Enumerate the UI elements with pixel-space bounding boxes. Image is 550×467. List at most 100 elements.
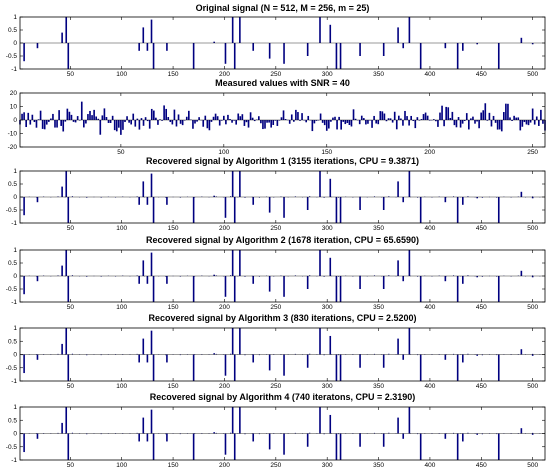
bar [109, 120, 112, 123]
bar [169, 120, 172, 123]
noise-bar [179, 433, 181, 435]
bar [346, 120, 349, 123]
bar [332, 117, 334, 120]
bar [107, 120, 110, 123]
spike [397, 27, 399, 43]
bar [165, 108, 167, 120]
bar [482, 110, 485, 120]
noise-bar [309, 353, 311, 355]
x-tick-label: 100 [116, 71, 127, 78]
bar [181, 120, 184, 126]
noise-bar [417, 354, 419, 356]
spike [166, 354, 168, 363]
bar [307, 115, 310, 120]
noise-bar [165, 354, 167, 356]
x-tick-label: 500 [527, 225, 538, 232]
noise-bar [57, 275, 59, 276]
spike [268, 354, 271, 371]
bar [367, 120, 369, 124]
bar [118, 120, 120, 128]
bar [144, 117, 147, 120]
y-tick-label: -0.5 [6, 207, 18, 214]
bar [492, 115, 495, 120]
spike [456, 276, 459, 302]
bar [171, 120, 174, 125]
noise-bar [417, 433, 419, 435]
spike [306, 276, 309, 289]
spike [65, 407, 68, 434]
bar [130, 120, 132, 125]
x-tick-label: 150 [168, 225, 179, 232]
noise-bar [230, 196, 232, 197]
bar [381, 111, 384, 120]
noise-bar [453, 196, 455, 197]
noise-bar [496, 197, 498, 198]
spike [231, 250, 234, 276]
bar [334, 116, 336, 120]
bar [295, 109, 297, 120]
bar [352, 109, 355, 120]
x-tick-label: 200 [219, 462, 230, 467]
noise-bar [532, 196, 534, 197]
noise-bar [294, 432, 296, 434]
bar [325, 120, 328, 131]
bar [496, 120, 499, 130]
spike [36, 43, 39, 49]
bar [196, 120, 198, 122]
y-tick-label: -0.5 [6, 53, 18, 60]
bar [70, 114, 73, 120]
noise-bar [388, 275, 390, 276]
bar [150, 108, 153, 120]
spike [402, 197, 405, 203]
bar [507, 103, 509, 120]
x-tick-label: 350 [373, 225, 384, 232]
noise-bar [496, 354, 498, 356]
noise-bar [86, 354, 88, 356]
spike [268, 197, 271, 213]
spike [497, 43, 500, 69]
bar [531, 108, 534, 120]
spike [444, 433, 447, 439]
bar [461, 120, 464, 124]
spike [397, 338, 399, 355]
bar [400, 118, 402, 120]
spike [531, 354, 534, 356]
spike [476, 354, 478, 356]
spike [224, 197, 227, 218]
bar [426, 115, 429, 120]
bar [340, 120, 342, 130]
spike [142, 181, 145, 197]
bar [235, 120, 237, 125]
bar [113, 120, 116, 131]
noise-bar [100, 197, 102, 198]
spike [497, 276, 500, 302]
bar [439, 112, 441, 120]
spike [444, 276, 447, 282]
bar [146, 120, 149, 122]
noise-bar [258, 276, 260, 277]
bar [87, 114, 89, 120]
spike [152, 433, 155, 460]
bar [404, 110, 406, 120]
spike [213, 41, 215, 43]
spike [61, 343, 63, 355]
spike [359, 354, 361, 368]
bar [311, 120, 314, 132]
noise-bar [467, 353, 469, 355]
bar [99, 120, 102, 135]
bar [441, 105, 443, 120]
noise-bar [151, 196, 153, 197]
spike [233, 197, 236, 223]
y-tick-label: 0.5 [8, 338, 17, 345]
noise-bar [151, 353, 153, 355]
y-tick-label: -0.5 [6, 365, 18, 372]
bar [43, 120, 46, 130]
bar [523, 120, 526, 123]
panel-title: Recovered signal by Algorithm 2 (1678 it… [146, 235, 419, 245]
x-tick-label: 400 [425, 71, 436, 78]
bar [185, 116, 188, 120]
bar [202, 120, 205, 127]
spike [408, 250, 411, 276]
spike [329, 178, 332, 197]
noise-bar [481, 354, 483, 356]
